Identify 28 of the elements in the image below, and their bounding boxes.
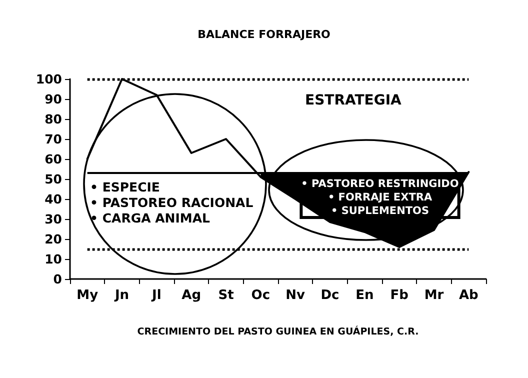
x-tick-label: Jl bbox=[151, 288, 162, 303]
y-tick-label: 40 bbox=[44, 192, 62, 206]
x-tick-label: En bbox=[356, 288, 374, 303]
y-tick-label: 0 bbox=[53, 272, 62, 286]
x-axis-title: CRECIMIENTO DEL PASTO GUINEA EN GUÁPILES, C.R. bbox=[137, 326, 419, 338]
y-tick-label: 70 bbox=[44, 132, 62, 146]
y-tick-label: 10 bbox=[44, 252, 62, 266]
y-tick-label: 60 bbox=[44, 152, 62, 166]
y-tick-label: 100 bbox=[36, 72, 62, 86]
x-tick-label: Ab bbox=[458, 288, 478, 303]
x-tick-label: Jn bbox=[114, 288, 130, 303]
x-tick-label: Ag bbox=[182, 288, 202, 303]
x-tick-label: Dc bbox=[320, 288, 340, 303]
x-tick-label: Mr bbox=[424, 288, 444, 303]
y-tick-label: 50 bbox=[44, 172, 62, 186]
y-tick-label: 80 bbox=[44, 112, 62, 126]
annotation: ESTRATEGIA bbox=[305, 92, 402, 108]
annotation: • PASTOREO RESTRINGIDO • FORRAJE EXTRA • SUPLEMENTOS bbox=[301, 178, 459, 217]
x-tick-label: Nv bbox=[286, 288, 306, 303]
y-tick-label: 30 bbox=[44, 212, 62, 226]
annotation: • ESPECIE • PASTOREO RACIONAL • CARGA ANIMAL bbox=[90, 179, 254, 226]
y-tick-label: 20 bbox=[44, 232, 62, 246]
y-tick-label: 90 bbox=[44, 92, 62, 106]
x-tick-label: Oc bbox=[251, 288, 270, 303]
x-tick-label: Fb bbox=[390, 288, 408, 303]
chart-title: BALANCE FORRAJERO bbox=[198, 28, 330, 41]
x-tick-label: My bbox=[76, 288, 99, 303]
x-tick-label: St bbox=[218, 288, 234, 303]
